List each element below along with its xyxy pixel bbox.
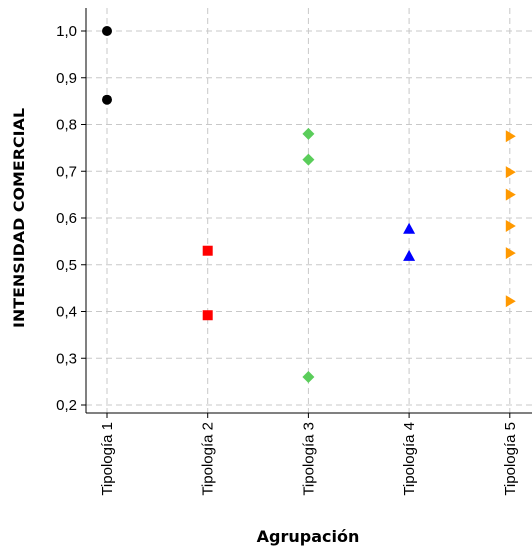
data-point	[102, 26, 112, 36]
y-tick-label: 0,2	[56, 397, 77, 414]
data-point	[302, 370, 315, 383]
data-point	[102, 94, 112, 105]
data-point	[302, 127, 315, 140]
y-tick-label: 0,8	[56, 117, 77, 134]
x-tick-label: Tipología 5	[502, 422, 519, 496]
y-tick-label: 0,6	[56, 210, 77, 227]
data-point	[505, 130, 516, 143]
data-point	[505, 295, 516, 308]
data-point	[505, 188, 516, 201]
grid-lines	[86, 8, 532, 413]
data-point	[505, 247, 516, 260]
data-points	[102, 26, 516, 383]
y-tick-label: 0,5	[56, 257, 77, 274]
x-axis-ticks: Tipología 1 Tipología 2 Tipología 3 Tipolog…	[99, 413, 519, 496]
data-point	[202, 310, 213, 321]
y-tick-label: 0,9	[56, 70, 77, 87]
y-tick-label: 0,3	[56, 350, 77, 367]
data-point	[403, 222, 416, 234]
data-point	[202, 245, 213, 256]
x-tick-label: Tipología 1	[99, 422, 116, 496]
data-point	[302, 153, 315, 166]
data-point	[505, 166, 516, 179]
x-tick-label: Tipología 4	[401, 422, 418, 496]
y-axis-title: INTENSIDAD COMERCIAL	[12, 108, 28, 328]
y-tick-label: 0,7	[56, 163, 77, 180]
y-tick-label: 0,4	[56, 304, 77, 321]
y-axis-ticks: 0,2 0,3 0,4 0,5 0,6 0,7 0,8 0,9 1,0	[56, 23, 86, 414]
data-point	[403, 249, 416, 261]
data-point	[505, 219, 516, 232]
x-tick-label: Tipología 3	[300, 422, 317, 496]
x-tick-label: Tipología 2	[200, 422, 217, 496]
x-axis-title: Agrupación	[257, 527, 360, 546]
y-tick-label: 1,0	[56, 23, 77, 40]
